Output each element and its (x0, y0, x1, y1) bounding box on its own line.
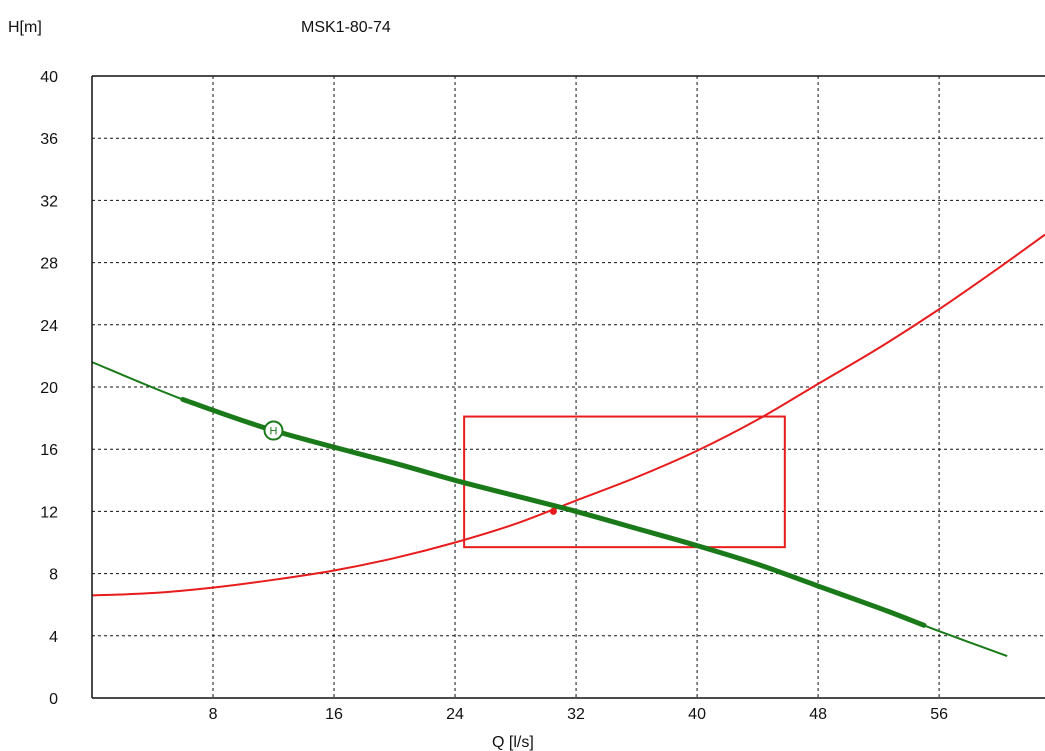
x-axis-label: Q [l/s] (492, 734, 534, 751)
y-tick-label: 12 (40, 504, 58, 521)
y-tick-label: 0 (49, 691, 58, 708)
y-tick-label: 28 (40, 256, 58, 273)
grid-lines (92, 76, 1045, 698)
system-curve-line (91, 233, 1045, 597)
y-tick-label: 20 (40, 380, 58, 397)
y-tick-label: 36 (40, 131, 58, 148)
x-tick-label: 8 (209, 706, 218, 723)
pump-curve-line (91, 361, 1008, 657)
pump-marker-label: H (270, 426, 278, 438)
y-axis-label: H[m] (8, 19, 42, 36)
pump-marker-circle (263, 420, 284, 441)
y-tick-label: 16 (40, 442, 58, 459)
plot-frame-layer (91, 75, 1045, 699)
x-tick-label: 24 (446, 706, 464, 723)
x-tick-label: 32 (567, 706, 585, 723)
y-tick-label: 8 (49, 567, 58, 584)
y-tick-label: 40 (40, 69, 58, 86)
y-tick-label: 32 (40, 193, 58, 210)
x-tick-label: 40 (688, 706, 706, 723)
operating-point (549, 507, 557, 515)
pump-marker: H (263, 420, 284, 441)
pump-curve-operating-range (180, 396, 927, 628)
x-tick-label: 16 (325, 706, 343, 723)
x-tick-label: 56 (930, 706, 948, 723)
chart-title: MSK1-80-74 (301, 19, 391, 36)
x-tick-label: 48 (809, 706, 827, 723)
y-tick-label: 4 (49, 629, 58, 646)
series-layer: H (91, 233, 1045, 657)
y-tick-label: 24 (40, 318, 58, 335)
